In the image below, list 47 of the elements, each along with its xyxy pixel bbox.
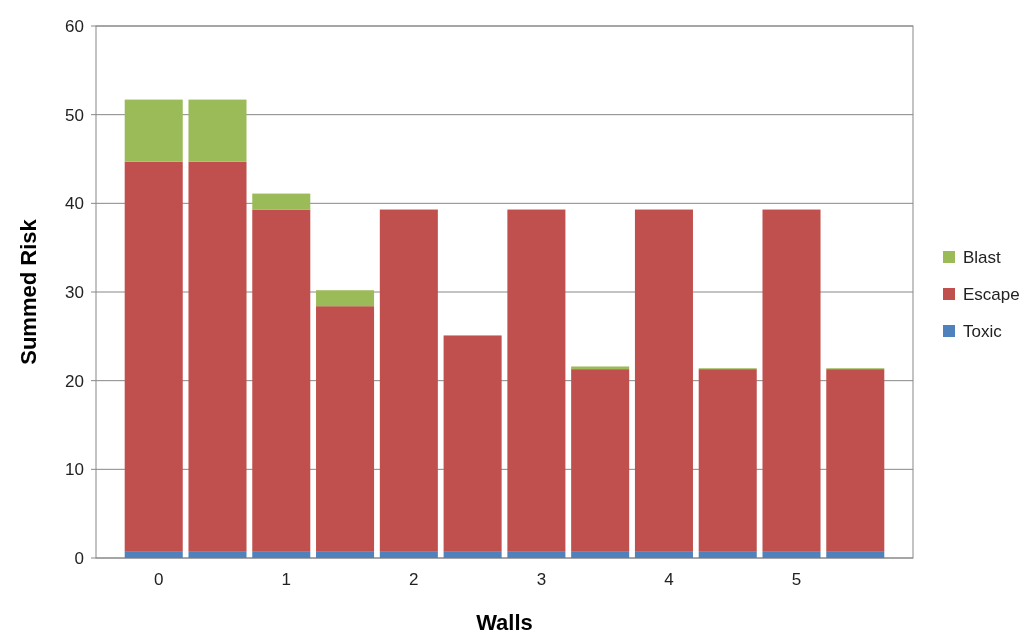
- x-axis-title: Walls: [476, 610, 533, 635]
- x-tick-label: 3: [536, 570, 547, 589]
- y-tick-label: 10: [65, 460, 84, 480]
- y-tick-label: 60: [65, 16, 84, 36]
- bar: [252, 209, 311, 552]
- bar: [379, 209, 438, 552]
- bar: [571, 369, 630, 552]
- x-tick-label: 2: [409, 570, 419, 589]
- legend-label: Escape: [963, 284, 1020, 304]
- y-tick-label: 20: [65, 371, 84, 391]
- x-tick-label: 5: [791, 570, 802, 589]
- bar: [826, 369, 885, 552]
- x-tick-label: 0: [153, 570, 164, 589]
- bar: [443, 335, 502, 552]
- y-tick-label: 0: [74, 548, 84, 568]
- bar: [188, 99, 247, 162]
- bar: [762, 551, 821, 558]
- bar: [698, 369, 757, 552]
- bar: [252, 193, 311, 210]
- bar: [252, 551, 311, 558]
- bar: [634, 209, 693, 552]
- bar: [124, 551, 183, 558]
- bar: [571, 551, 630, 558]
- bar: [698, 551, 757, 558]
- bar: [124, 99, 183, 162]
- legend-label: Toxic: [963, 321, 1003, 341]
- bar: [571, 366, 630, 370]
- bar: [316, 551, 375, 558]
- bar: [507, 209, 566, 552]
- y-axis-title: Summed Risk: [16, 218, 41, 365]
- bar: [188, 551, 247, 558]
- y-tick-label: 40: [65, 194, 84, 214]
- legend-label: Blast: [963, 247, 1002, 267]
- y-tick-label: 50: [65, 105, 84, 125]
- bar: [316, 290, 375, 307]
- bar: [634, 551, 693, 558]
- bar: [443, 551, 502, 558]
- bar: [762, 209, 821, 552]
- bar: [507, 551, 566, 558]
- bar: [316, 306, 375, 552]
- x-tick-label: 1: [281, 570, 292, 589]
- bar: [826, 551, 885, 558]
- bar: [188, 161, 247, 552]
- bar: [124, 161, 183, 552]
- x-tick-label: 4: [664, 570, 674, 589]
- y-tick-label: 30: [65, 282, 84, 302]
- bar: [379, 551, 438, 558]
